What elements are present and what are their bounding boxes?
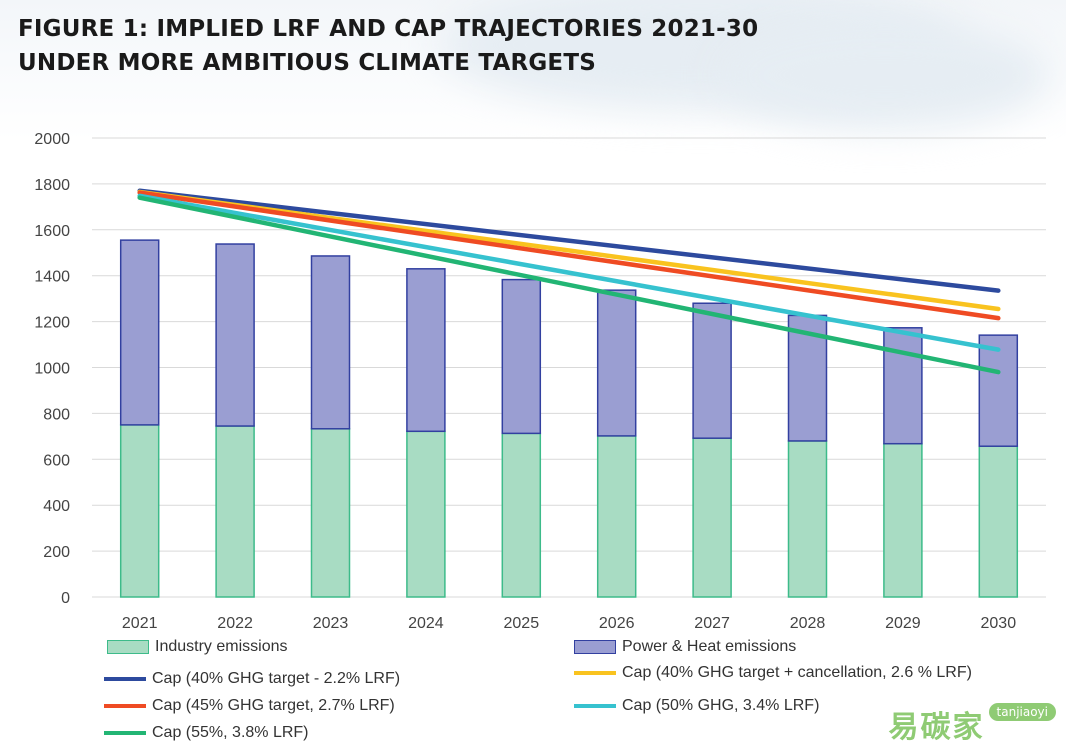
y-tick-label: 2000 bbox=[34, 131, 70, 148]
x-tick-label: 2021 bbox=[122, 615, 158, 632]
cap-line-5 bbox=[137, 195, 1001, 375]
cap-line-1 bbox=[137, 188, 1001, 293]
y-tick-label: 800 bbox=[43, 406, 70, 423]
bar-power-heat bbox=[692, 302, 732, 439]
title-line-2: UNDER MORE AMBITIOUS CLIMATE TARGETS bbox=[18, 50, 596, 76]
y-tick-label: 1200 bbox=[34, 315, 70, 332]
y-axis-tick-labels: 0 200 400 600 800 1000 1200 1400 1600 1800 2000 bbox=[34, 131, 70, 607]
bar-power-heat bbox=[310, 255, 351, 430]
chart-title: FIGURE 1: IMPLIED LRF AND CAP TRAJECTORI… bbox=[18, 12, 758, 80]
title-line-1: FIGURE 1: IMPLIED LRF AND CAP TRAJECTORI… bbox=[18, 16, 759, 42]
bar-industry bbox=[978, 445, 1019, 598]
x-tick-label: 2025 bbox=[504, 615, 540, 632]
x-tick-label: 2023 bbox=[313, 615, 349, 632]
bar-power-heat bbox=[978, 334, 1019, 447]
bar-industry bbox=[692, 437, 732, 598]
y-tick-label: 1800 bbox=[34, 177, 70, 194]
x-tick-label: 2026 bbox=[599, 615, 635, 632]
bar-power-heat bbox=[215, 243, 255, 427]
cap-line-4 bbox=[137, 193, 1001, 352]
cap-lines bbox=[137, 188, 1001, 375]
bar-industry bbox=[596, 435, 637, 598]
x-tick-label: 2022 bbox=[217, 615, 253, 632]
y-tick-label: 0 bbox=[61, 590, 70, 607]
bar-industry bbox=[787, 440, 828, 598]
bar-industry bbox=[883, 442, 923, 598]
y-tick-label: 200 bbox=[43, 544, 70, 561]
bar-industry bbox=[406, 430, 446, 598]
y-tick-label: 1600 bbox=[34, 223, 70, 240]
bar-industry bbox=[310, 428, 351, 598]
y-tick-label: 400 bbox=[43, 498, 70, 515]
watermark-cn: 易碳家 bbox=[888, 710, 985, 745]
bar-power-heat bbox=[501, 278, 542, 435]
background-cloud bbox=[720, 20, 1050, 130]
y-tick-label: 1000 bbox=[34, 361, 70, 378]
x-tick-label: 2028 bbox=[790, 615, 826, 632]
bar-power-heat bbox=[119, 239, 160, 426]
watermark-logo: 易碳家 tanjiaoyi bbox=[889, 702, 1056, 746]
bar-power-heat bbox=[883, 327, 923, 445]
x-tick-label: 2027 bbox=[694, 615, 730, 632]
x-axis-tick-labels: 2021 2022 2023 2024 2025 2026 2027 2028 2029 2030 bbox=[122, 615, 1016, 632]
x-tick-label: 2029 bbox=[885, 615, 921, 632]
x-tick-label: 2030 bbox=[981, 615, 1017, 632]
bars bbox=[119, 239, 1019, 598]
y-tick-label: 600 bbox=[43, 452, 70, 469]
watermark-en: tanjiaoyi bbox=[988, 703, 1056, 721]
bar-power-heat bbox=[596, 289, 637, 437]
y-tick-label: 1400 bbox=[34, 269, 70, 286]
bar-industry bbox=[119, 424, 160, 598]
bar-power-heat bbox=[406, 268, 446, 433]
x-tick-label: 2024 bbox=[408, 615, 444, 632]
bar-industry bbox=[215, 425, 255, 598]
cap-line-3 bbox=[137, 190, 1001, 321]
bar-industry bbox=[501, 432, 542, 598]
